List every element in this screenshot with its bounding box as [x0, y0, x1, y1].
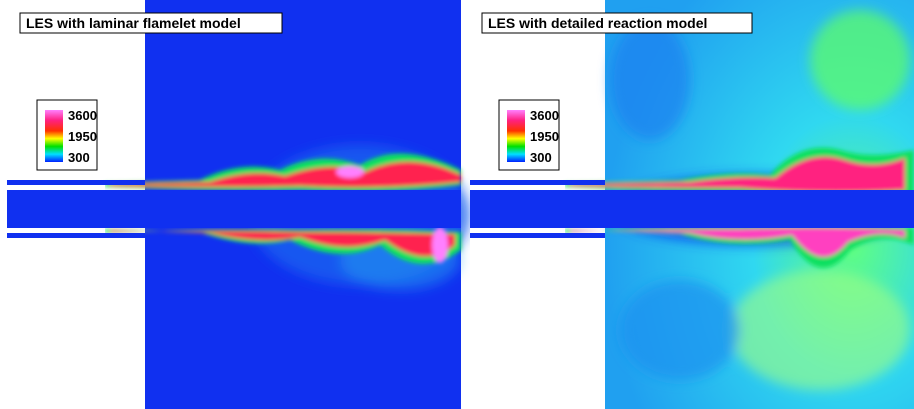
colorbar-label: 300 [68, 150, 90, 165]
panel-title: LES with detailed reaction model [488, 15, 707, 31]
colorbar: 3600 1950 300 [498, 99, 560, 171]
colorbar-label: 3600 [68, 108, 97, 123]
colorbar-label: 1950 [530, 129, 559, 144]
colorbar-label: 1950 [68, 129, 97, 144]
injector [7, 180, 461, 238]
colorbar-label: 3600 [530, 108, 559, 123]
flame [105, 153, 461, 264]
colorbar-strip [45, 110, 63, 162]
panel-left: LES with laminar flamelet model 3600 195… [7, 0, 470, 409]
colorbar-label: 300 [530, 150, 552, 165]
injector [470, 180, 914, 238]
flame [565, 147, 914, 268]
colorbar-strip [507, 110, 525, 162]
title-box [481, 12, 753, 34]
panel-right: LES with detailed reaction model 3600 19… [470, 0, 914, 409]
colorbar: 3600 1950 300 [36, 99, 98, 171]
title-box [19, 12, 283, 34]
panel-title: LES with laminar flamelet model [26, 15, 241, 31]
